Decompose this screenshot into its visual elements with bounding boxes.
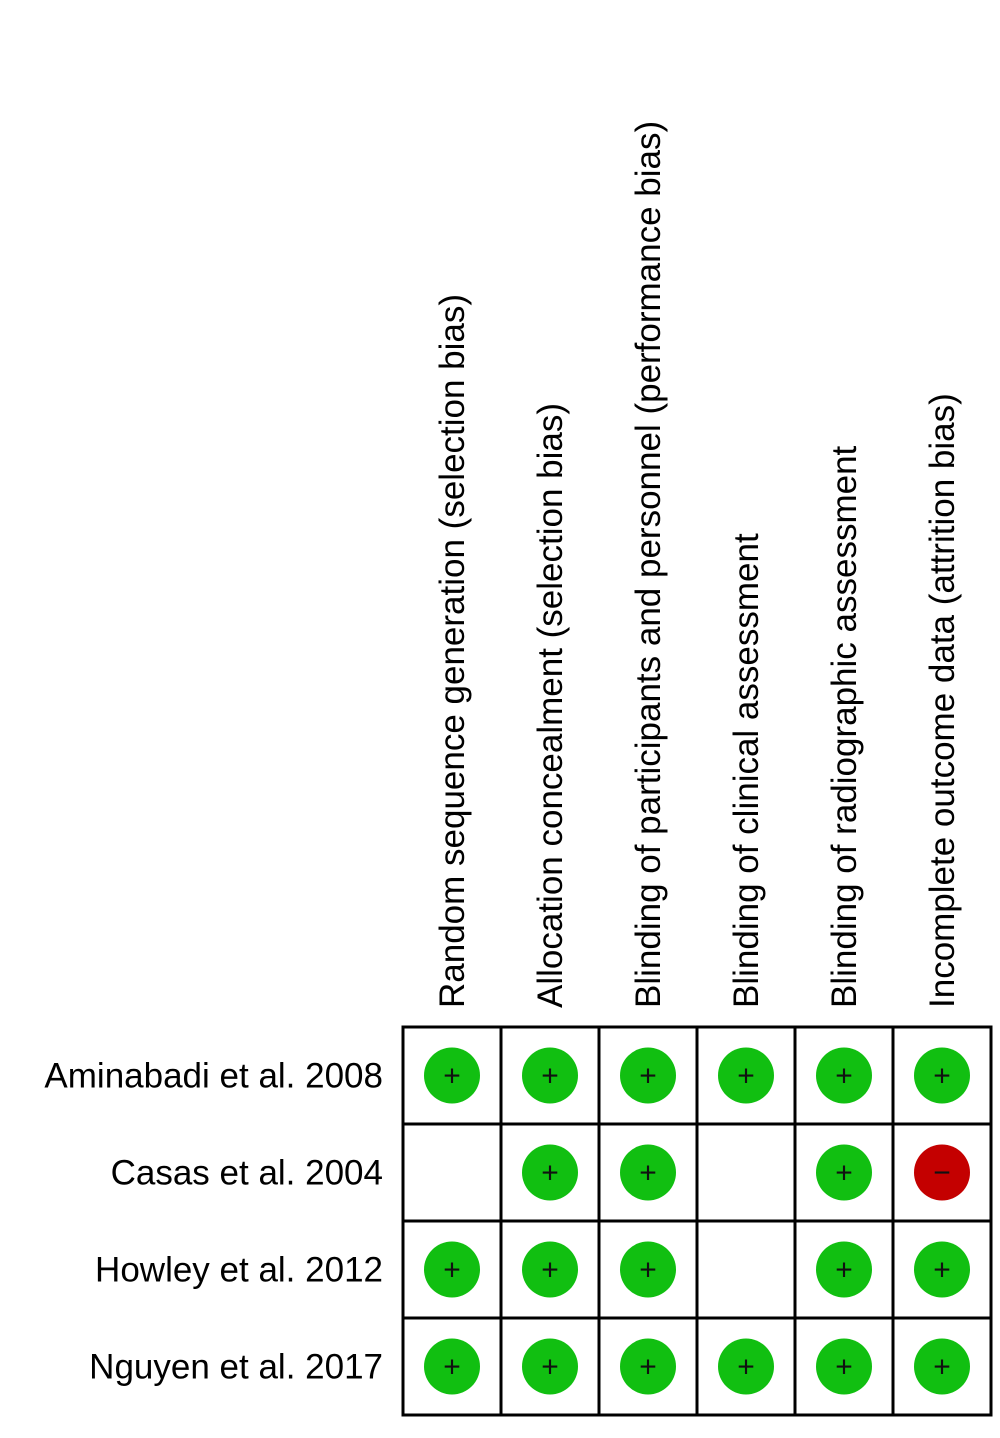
low-risk-mark: + bbox=[718, 1047, 774, 1104]
low-risk-circle bbox=[522, 1241, 578, 1298]
low-risk-mark: + bbox=[816, 1144, 872, 1201]
low-risk-circle bbox=[424, 1047, 480, 1104]
low-risk-circle bbox=[522, 1144, 578, 1201]
low-risk-circle bbox=[914, 1047, 970, 1104]
low-risk-mark: + bbox=[522, 1241, 578, 1298]
low-risk-circle bbox=[816, 1241, 872, 1298]
column-labels: Random sequence generation (selection bi… bbox=[433, 121, 962, 1008]
low-risk-circle bbox=[914, 1241, 970, 1298]
low-risk-circle bbox=[620, 1338, 676, 1395]
grid bbox=[401, 1025, 993, 1417]
low-risk-circle bbox=[620, 1144, 676, 1201]
plus-icon: + bbox=[835, 1157, 853, 1190]
column-label: Random sequence generation (selection bi… bbox=[433, 294, 472, 1008]
plus-icon: + bbox=[541, 1351, 559, 1384]
low-risk-mark: + bbox=[816, 1338, 872, 1395]
low-risk-mark: + bbox=[914, 1338, 970, 1395]
row-label: Howley et al. 2012 bbox=[95, 1251, 383, 1290]
low-risk-mark: + bbox=[816, 1241, 872, 1298]
plus-icon: + bbox=[639, 1254, 657, 1287]
high-risk-circle bbox=[914, 1144, 970, 1201]
column-label: Blinding of participants and personnel (… bbox=[629, 121, 668, 1008]
high-risk-mark: − bbox=[914, 1144, 970, 1201]
plus-icon: + bbox=[443, 1060, 461, 1093]
low-risk-circle bbox=[522, 1047, 578, 1104]
plus-icon: + bbox=[443, 1351, 461, 1384]
plus-icon: + bbox=[737, 1351, 755, 1384]
low-risk-circle bbox=[522, 1338, 578, 1395]
low-risk-circle bbox=[424, 1338, 480, 1395]
plus-icon: + bbox=[835, 1254, 853, 1287]
row-label: Nguyen et al. 2017 bbox=[89, 1348, 383, 1387]
plus-icon: + bbox=[933, 1060, 951, 1093]
low-risk-circle bbox=[816, 1144, 872, 1201]
plus-icon: + bbox=[737, 1060, 755, 1093]
column-label: Blinding of radiographic assessment bbox=[825, 445, 864, 1008]
low-risk-circle bbox=[718, 1047, 774, 1104]
low-risk-circle bbox=[816, 1047, 872, 1104]
low-risk-mark: + bbox=[914, 1241, 970, 1298]
low-risk-mark: + bbox=[620, 1144, 676, 1201]
low-risk-circle bbox=[816, 1338, 872, 1395]
low-risk-mark: + bbox=[620, 1047, 676, 1104]
plus-icon: + bbox=[639, 1351, 657, 1384]
plus-icon: + bbox=[933, 1254, 951, 1287]
low-risk-mark: + bbox=[424, 1241, 480, 1298]
low-risk-mark: + bbox=[424, 1338, 480, 1395]
plus-icon: + bbox=[541, 1157, 559, 1190]
low-risk-mark: + bbox=[522, 1144, 578, 1201]
plus-icon: + bbox=[835, 1060, 853, 1093]
minus-icon: − bbox=[933, 1157, 951, 1190]
plus-icon: + bbox=[639, 1157, 657, 1190]
row-label: Aminabadi et al. 2008 bbox=[44, 1057, 383, 1096]
low-risk-circle bbox=[620, 1241, 676, 1298]
low-risk-circle bbox=[620, 1047, 676, 1104]
plus-icon: + bbox=[639, 1060, 657, 1093]
row-label: Casas et al. 2004 bbox=[111, 1154, 383, 1193]
plus-icon: + bbox=[835, 1351, 853, 1384]
low-risk-mark: + bbox=[914, 1047, 970, 1104]
low-risk-mark: + bbox=[620, 1241, 676, 1298]
low-risk-mark: + bbox=[424, 1047, 480, 1104]
column-label: Blinding of clinical assessment bbox=[727, 533, 766, 1008]
judgement-marks: + + + + + + + + + − + + + + + + + + + + + bbox=[424, 1047, 970, 1395]
plus-icon: + bbox=[541, 1254, 559, 1287]
low-risk-mark: + bbox=[522, 1047, 578, 1104]
low-risk-circle bbox=[424, 1241, 480, 1298]
column-label: Allocation concealment (selection bias) bbox=[531, 403, 570, 1008]
plus-icon: + bbox=[933, 1351, 951, 1384]
low-risk-mark: + bbox=[522, 1338, 578, 1395]
plus-icon: + bbox=[443, 1254, 461, 1287]
low-risk-mark: + bbox=[620, 1338, 676, 1395]
low-risk-circle bbox=[718, 1338, 774, 1395]
plus-icon: + bbox=[541, 1060, 559, 1093]
low-risk-mark: + bbox=[718, 1338, 774, 1395]
low-risk-mark: + bbox=[816, 1047, 872, 1104]
column-label: Incomplete outcome data (attrition bias) bbox=[923, 393, 962, 1008]
row-labels: Aminabadi et al. 2008 Casas et al. 2004 Ho… bbox=[44, 1057, 383, 1387]
low-risk-circle bbox=[914, 1338, 970, 1395]
